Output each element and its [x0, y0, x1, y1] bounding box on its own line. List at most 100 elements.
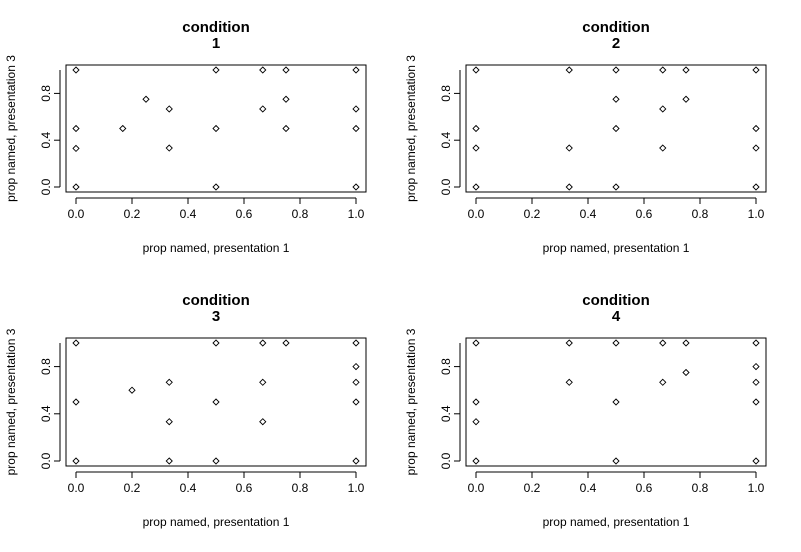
data-point — [659, 378, 667, 386]
data-point — [259, 66, 267, 74]
data-point — [565, 378, 573, 386]
y-axis-label: prop named, presentation 3 — [404, 328, 418, 475]
data-point — [752, 183, 760, 191]
data-point — [142, 95, 150, 103]
x-tick-label: 1.0 — [748, 481, 765, 495]
data-point — [212, 339, 220, 347]
chart-title-line2: 2 — [612, 35, 620, 52]
x-tick-label: 0.2 — [524, 207, 541, 221]
x-tick-label: 0.0 — [468, 207, 485, 221]
data-point — [165, 378, 173, 386]
data-point — [72, 183, 80, 191]
data-point — [565, 339, 573, 347]
data-point — [282, 66, 290, 74]
data-point — [72, 66, 80, 74]
data-point — [612, 124, 620, 133]
plot-frame — [465, 64, 767, 193]
x-tick-label: 0.2 — [524, 481, 541, 495]
data-point — [612, 183, 620, 191]
data-point — [752, 124, 760, 133]
data-point — [682, 339, 690, 347]
data-point — [72, 398, 80, 406]
x-tick-label: 0.0 — [68, 481, 85, 495]
x-tick-label: 1.0 — [748, 207, 765, 221]
data-point — [352, 362, 360, 371]
data-point — [352, 66, 360, 74]
data-point — [72, 339, 80, 347]
data-point — [212, 124, 220, 133]
data-point — [659, 144, 667, 152]
data-point — [752, 378, 760, 386]
data-point — [612, 398, 620, 406]
x-tick-label: 0.6 — [636, 207, 653, 221]
chart-title-line1: condition — [182, 19, 250, 36]
data-point — [472, 144, 480, 152]
x-tick-label: 0.2 — [124, 207, 141, 221]
data-point — [282, 95, 290, 103]
data-point — [752, 66, 760, 74]
data-point — [752, 362, 760, 371]
data-point — [612, 66, 620, 74]
data-point — [659, 66, 667, 74]
data-point — [352, 398, 360, 406]
data-point — [259, 339, 267, 347]
x-tick-label: 1.0 — [348, 207, 365, 221]
data-point — [472, 457, 480, 465]
data-point — [282, 124, 290, 133]
plot-frame — [65, 64, 367, 193]
data-point — [259, 378, 267, 386]
data-point — [259, 418, 267, 426]
data-point — [352, 124, 360, 133]
y-axis-label: prop named, presentation 3 — [404, 55, 418, 202]
plot-frame — [65, 337, 367, 467]
data-point — [612, 457, 620, 465]
data-point — [72, 124, 80, 133]
data-point — [612, 95, 620, 103]
x-axis-label: prop named, presentation 1 — [143, 241, 290, 255]
y-tick-label: 0.4 — [439, 132, 453, 149]
data-point — [352, 339, 360, 347]
x-tick-label: 0.8 — [692, 481, 709, 495]
x-tick-label: 0.0 — [68, 207, 85, 221]
data-point — [72, 144, 80, 153]
chart-title-line2: 3 — [212, 308, 220, 325]
y-tick-label: 0.4 — [439, 405, 453, 422]
data-point — [352, 183, 360, 191]
data-point — [472, 183, 480, 191]
y-tick-label: 0.8 — [439, 85, 453, 102]
data-point — [472, 124, 480, 133]
x-tick-label: 1.0 — [348, 481, 365, 495]
y-tick-label: 0.4 — [39, 132, 53, 149]
data-point — [72, 457, 80, 465]
x-tick-label: 0.4 — [180, 207, 197, 221]
y-axis-label: prop named, presentation 3 — [4, 55, 18, 202]
data-point — [259, 105, 267, 113]
x-axis-label: prop named, presentation 1 — [543, 241, 690, 255]
x-tick-label: 0.8 — [292, 481, 309, 495]
data-point — [565, 183, 573, 191]
x-tick-label: 0.4 — [580, 207, 597, 221]
data-point — [165, 144, 173, 152]
data-point — [212, 457, 220, 465]
chart-title-line1: condition — [582, 19, 650, 36]
x-tick-label: 0.4 — [180, 481, 197, 495]
data-point — [352, 105, 360, 113]
data-point — [472, 66, 480, 74]
chart-title-line1: condition — [582, 292, 650, 309]
data-point — [659, 105, 667, 113]
data-point — [682, 368, 690, 377]
y-tick-label: 0.8 — [39, 85, 53, 102]
data-point — [212, 398, 220, 406]
x-tick-label: 0.6 — [636, 481, 653, 495]
y-tick-label: 0.0 — [39, 452, 53, 469]
y-axis-label: prop named, presentation 3 — [4, 328, 18, 475]
chart-title-line2: 1 — [212, 35, 220, 52]
data-point — [165, 105, 173, 113]
x-tick-label: 0.0 — [468, 481, 485, 495]
x-tick-label: 0.4 — [580, 481, 597, 495]
data-point — [352, 457, 360, 465]
